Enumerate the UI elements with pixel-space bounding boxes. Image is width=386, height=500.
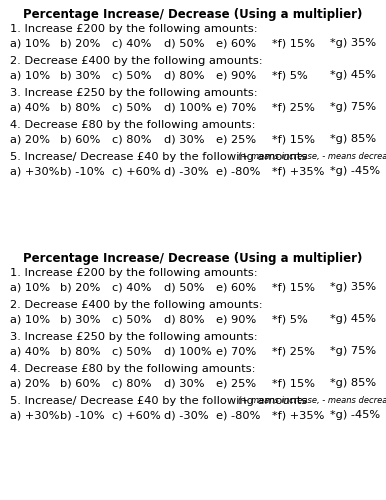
Text: b) -10%: b) -10% <box>60 166 105 176</box>
Text: *g) 35%: *g) 35% <box>330 38 376 48</box>
Text: *f) +35%: *f) +35% <box>272 410 324 420</box>
Text: e) 25%: e) 25% <box>216 134 256 144</box>
Text: a) 10%: a) 10% <box>10 282 50 292</box>
Text: 5. Increase/ Decrease £40 by the following amounts: 5. Increase/ Decrease £40 by the followi… <box>10 152 307 162</box>
Text: e) 70%: e) 70% <box>216 102 256 112</box>
Text: Percentage Increase/ Decrease (Using a multiplier): Percentage Increase/ Decrease (Using a m… <box>23 252 363 265</box>
Text: e) 90%: e) 90% <box>216 314 256 324</box>
Text: c) 40%: c) 40% <box>112 282 151 292</box>
Text: b) 20%: b) 20% <box>60 282 100 292</box>
Text: *f) 5%: *f) 5% <box>272 70 308 80</box>
Text: a) 10%: a) 10% <box>10 38 50 48</box>
Text: *f) 15%: *f) 15% <box>272 134 315 144</box>
Text: d) 30%: d) 30% <box>164 378 205 388</box>
Text: d) -30%: d) -30% <box>164 166 208 176</box>
Text: 3. Increase £250 by the following amounts:: 3. Increase £250 by the following amount… <box>10 332 257 342</box>
Text: *f) 25%: *f) 25% <box>272 102 315 112</box>
Text: b) 30%: b) 30% <box>60 70 100 80</box>
Text: c) 80%: c) 80% <box>112 134 151 144</box>
Text: 1. Increase £200 by the following amounts:: 1. Increase £200 by the following amount… <box>10 268 257 278</box>
Text: *g) 35%: *g) 35% <box>330 282 376 292</box>
Text: a) 20%: a) 20% <box>10 134 50 144</box>
Text: (+ means increase, - means decrease): (+ means increase, - means decrease) <box>238 152 386 161</box>
Text: d) 80%: d) 80% <box>164 314 205 324</box>
Text: c) 40%: c) 40% <box>112 38 151 48</box>
Text: d) 50%: d) 50% <box>164 38 205 48</box>
Text: b) 80%: b) 80% <box>60 102 100 112</box>
Text: a) 40%: a) 40% <box>10 102 50 112</box>
Text: e) -80%: e) -80% <box>216 410 261 420</box>
Text: d) 100%: d) 100% <box>164 102 212 112</box>
Text: b) -10%: b) -10% <box>60 410 105 420</box>
Text: a) 40%: a) 40% <box>10 346 50 356</box>
Text: *f) +35%: *f) +35% <box>272 166 324 176</box>
Text: 2. Decrease £400 by the following amounts:: 2. Decrease £400 by the following amount… <box>10 56 262 66</box>
Text: c) +60%: c) +60% <box>112 410 161 420</box>
Text: *g) 45%: *g) 45% <box>330 314 376 324</box>
Text: (+ means increase, - means decrease): (+ means increase, - means decrease) <box>238 396 386 405</box>
Text: *g) -45%: *g) -45% <box>330 166 380 176</box>
Text: *g) 85%: *g) 85% <box>330 378 376 388</box>
Text: 1. Increase £200 by the following amounts:: 1. Increase £200 by the following amount… <box>10 24 257 34</box>
Text: b) 30%: b) 30% <box>60 314 100 324</box>
Text: *g) 75%: *g) 75% <box>330 346 376 356</box>
Text: d) 80%: d) 80% <box>164 70 205 80</box>
Text: c) +60%: c) +60% <box>112 166 161 176</box>
Text: b) 20%: b) 20% <box>60 38 100 48</box>
Text: *f) 5%: *f) 5% <box>272 314 308 324</box>
Text: a) +30%: a) +30% <box>10 410 59 420</box>
Text: b) 80%: b) 80% <box>60 346 100 356</box>
Text: *g) -45%: *g) -45% <box>330 410 380 420</box>
Text: c) 50%: c) 50% <box>112 346 151 356</box>
Text: 5. Increase/ Decrease £40 by the following amounts: 5. Increase/ Decrease £40 by the followi… <box>10 396 307 406</box>
Text: a) +30%: a) +30% <box>10 166 59 176</box>
Text: *f) 25%: *f) 25% <box>272 346 315 356</box>
Text: c) 50%: c) 50% <box>112 102 151 112</box>
Text: 4. Decrease £80 by the following amounts:: 4. Decrease £80 by the following amounts… <box>10 364 256 374</box>
Text: 2. Decrease £400 by the following amounts:: 2. Decrease £400 by the following amount… <box>10 300 262 310</box>
Text: d) -30%: d) -30% <box>164 410 208 420</box>
Text: *g) 45%: *g) 45% <box>330 70 376 80</box>
Text: *f) 15%: *f) 15% <box>272 378 315 388</box>
Text: a) 10%: a) 10% <box>10 70 50 80</box>
Text: c) 50%: c) 50% <box>112 70 151 80</box>
Text: b) 60%: b) 60% <box>60 134 100 144</box>
Text: Percentage Increase/ Decrease (Using a multiplier): Percentage Increase/ Decrease (Using a m… <box>23 8 363 21</box>
Text: 4. Decrease £80 by the following amounts:: 4. Decrease £80 by the following amounts… <box>10 120 256 130</box>
Text: b) 60%: b) 60% <box>60 378 100 388</box>
Text: *g) 75%: *g) 75% <box>330 102 376 112</box>
Text: d) 50%: d) 50% <box>164 282 205 292</box>
Text: *f) 15%: *f) 15% <box>272 282 315 292</box>
Text: *g) 85%: *g) 85% <box>330 134 376 144</box>
Text: 3. Increase £250 by the following amounts:: 3. Increase £250 by the following amount… <box>10 88 257 98</box>
Text: e) -80%: e) -80% <box>216 166 261 176</box>
Text: e) 70%: e) 70% <box>216 346 256 356</box>
Text: c) 80%: c) 80% <box>112 378 151 388</box>
Text: a) 10%: a) 10% <box>10 314 50 324</box>
Text: e) 25%: e) 25% <box>216 378 256 388</box>
Text: a) 20%: a) 20% <box>10 378 50 388</box>
Text: c) 50%: c) 50% <box>112 314 151 324</box>
Text: e) 60%: e) 60% <box>216 38 256 48</box>
Text: d) 100%: d) 100% <box>164 346 212 356</box>
Text: *f) 15%: *f) 15% <box>272 38 315 48</box>
Text: d) 30%: d) 30% <box>164 134 205 144</box>
Text: e) 60%: e) 60% <box>216 282 256 292</box>
Text: e) 90%: e) 90% <box>216 70 256 80</box>
